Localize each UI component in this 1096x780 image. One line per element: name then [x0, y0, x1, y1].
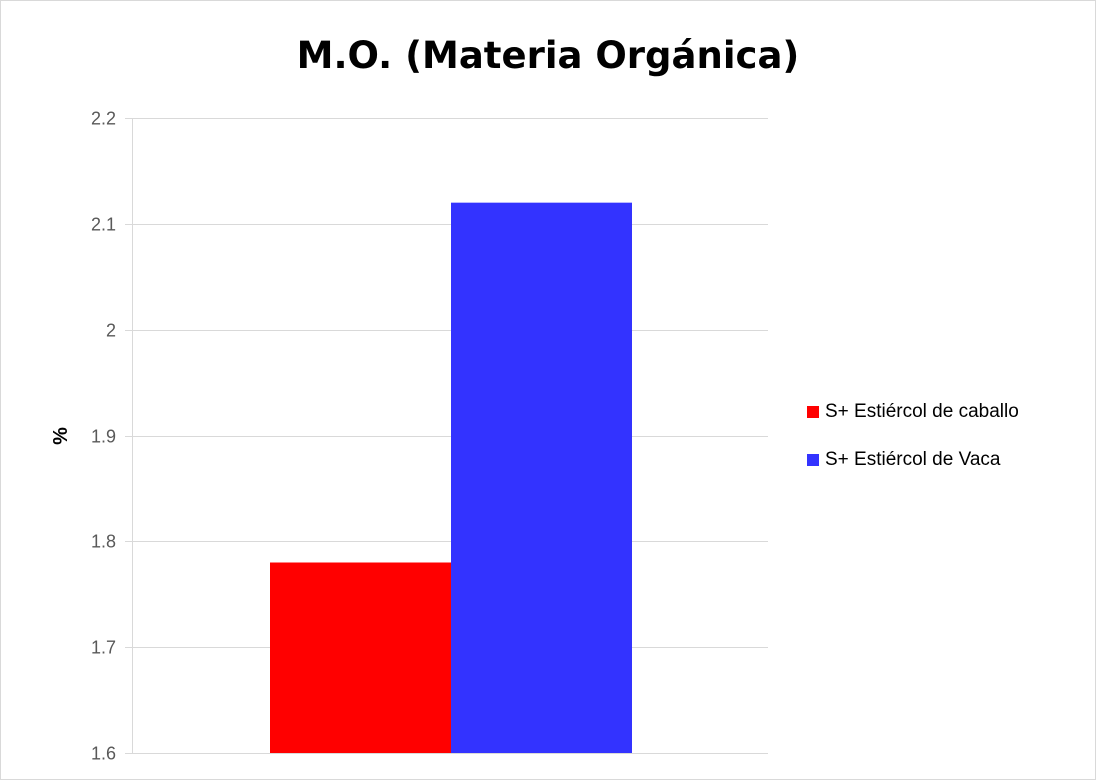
legend-item-caballo: S+ Estiércol de caballo: [807, 398, 1019, 426]
bar-vaca: [451, 202, 632, 753]
chart-title: M.O. (Materia Orgánica): [296, 34, 800, 77]
y-tick-label: 2.2: [91, 109, 116, 129]
y-tick-label: 1.9: [91, 427, 116, 447]
y-tick-label: 2: [106, 321, 116, 341]
legend-swatch-vaca: [807, 454, 819, 466]
legend-label-caballo: S+ Estiércol de caballo: [825, 401, 1019, 422]
bar-caballo: [270, 562, 451, 753]
legend-label-vaca: S+ Estiércol de Vaca: [825, 449, 1001, 470]
gridlines: [132, 118, 768, 754]
legend: S+ Estiércol de caballo S+ Estiércol de …: [807, 398, 1019, 494]
y-tick-label: 1.8: [91, 532, 116, 552]
y-tick-label: 2.1: [91, 215, 116, 235]
y-tick-label: 1.7: [91, 638, 116, 658]
y-axis-label: %: [50, 427, 72, 445]
y-tick-labels: 1.6 1.7 1.8 1.9 2 2.1 2.2: [91, 109, 116, 764]
axes: [125, 118, 133, 754]
y-tick-label: 1.6: [91, 744, 116, 764]
legend-swatch-caballo: [807, 406, 819, 418]
bars: [270, 202, 632, 753]
legend-item-vaca: S+ Estiércol de Vaca: [807, 446, 1019, 474]
